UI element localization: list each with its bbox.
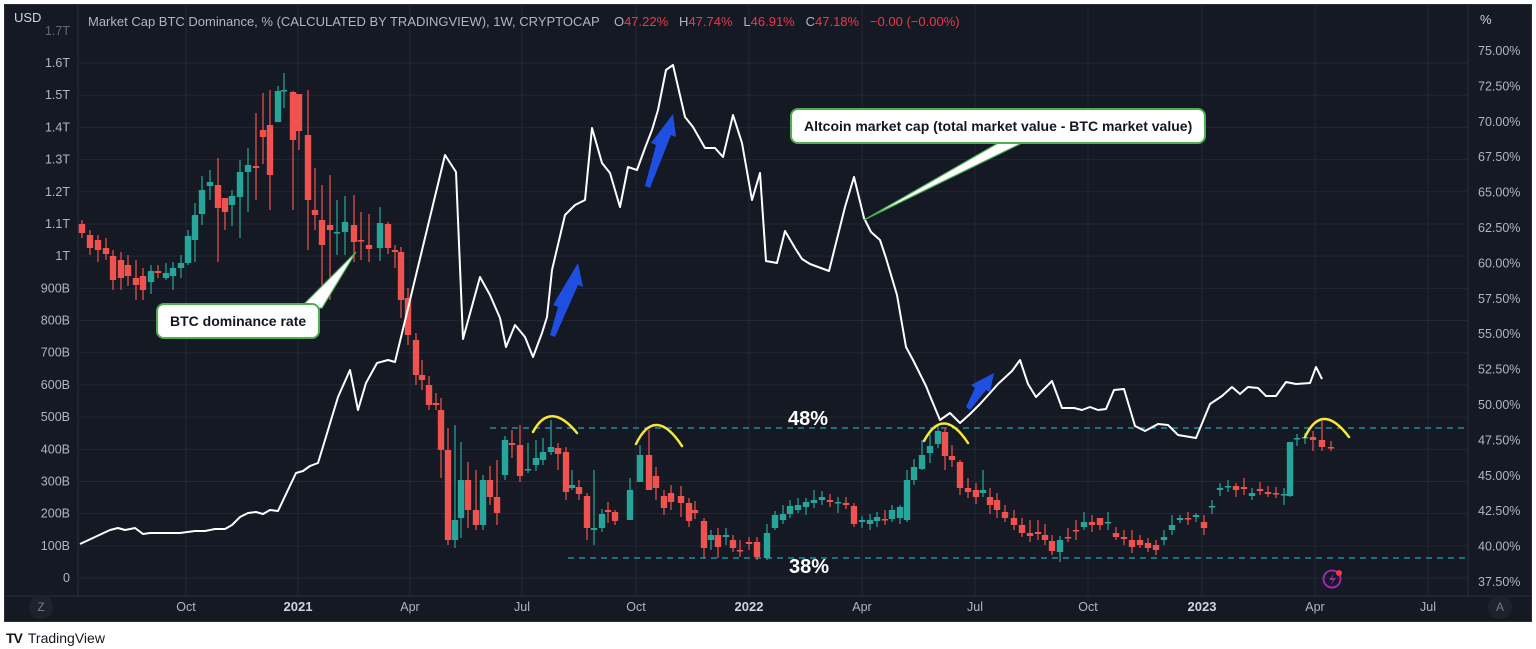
svg-text:1.7T: 1.7T [45,24,70,38]
arrow-up-icon [645,114,676,188]
btc-dominance-candles [78,73,1335,562]
top-arches [531,415,1351,448]
auto-scale-button[interactable]: A [1488,595,1512,619]
left-tick-label: 1.2T [45,185,70,199]
change-value: −0.00 (−0.00%) [869,14,960,29]
left-tick-label: 100B [41,539,70,553]
arch-3 [922,422,970,445]
time-tick-label: Jul [1420,600,1436,614]
left-tick-label: 1.6T [45,56,70,70]
time-tick-label: 2022 [735,599,764,614]
altcoin-marketcap-line [79,64,1323,545]
symbol-title: Market Cap BTC Dominance, % (CALCULATED … [88,14,600,29]
time-tick-label: Oct [1078,600,1098,614]
left-tick-label: 1.5T [45,88,70,102]
close-value: 47.18% [815,14,860,29]
right-axis-unit: % [1480,12,1492,27]
tradingview-logo-icon: TV [6,630,23,646]
symbol-legend[interactable]: Market Cap BTC Dominance, % (CALCULATED … [88,14,960,29]
right-tick-label: 37.50% [1478,575,1520,589]
lightning-icon[interactable] [1322,569,1343,589]
time-tick-label: 2023 [1188,599,1217,614]
btc-dominance-callout: BTC dominance rate [156,303,321,339]
right-price-axis[interactable]: 75.00% 72.50% 70.00% 67.50% 65.00% 62.50% 60.0… [1478,44,1520,589]
btc-callout-tail [298,251,357,309]
support-label: 38% [789,556,830,578]
high-label: H [679,14,689,29]
right-tick-label: 72.50% [1478,79,1520,93]
left-tick-label: 0 [63,571,70,585]
time-tick-label: Oct [176,600,196,614]
zoom-mode-button[interactable]: Z [29,595,53,619]
left-tick-label: 900B [41,281,70,295]
footer-brand[interactable]: TV TradingView [6,630,105,646]
arrow-up-icon [966,373,994,410]
high-value: 47.74% [688,14,733,29]
time-tick-label: Oct [626,600,646,614]
time-tick-label: Jul [967,600,983,614]
left-tick-label: 500B [41,410,70,424]
left-tick-label: 800B [41,314,70,328]
left-price-axis[interactable]: 1.6T 1.5T 1.4T 1.3T 1.2T 1.1T 1T 900B 800B 700B 60… [41,24,71,585]
time-tick-label: Apr [852,600,871,614]
low-value: 46.91% [750,14,795,29]
arrow-up-icon [550,263,583,337]
right-tick-label: 50.00% [1478,398,1520,412]
grid-lines [79,5,1467,596]
close-label: C [805,14,815,29]
time-tick-label: Jul [514,600,530,614]
right-tick-label: 47.50% [1478,433,1520,447]
left-tick-label: 300B [41,474,70,488]
time-tick-label: Apr [1305,600,1324,614]
left-tick-label: 1.4T [45,120,70,134]
left-tick-label: 1.1T [45,217,70,231]
right-tick-label: 57.50% [1478,292,1520,306]
resistance-label: 48% [788,408,829,430]
horizontal-levels [490,427,1466,559]
right-tick-label: 65.00% [1478,186,1520,200]
left-tick-label: 1T [55,249,70,263]
right-tick-label: 70.00% [1478,115,1520,129]
time-tick-label: 2021 [284,599,313,614]
arch-1 [531,415,579,435]
arch-4 [1303,417,1351,439]
left-axis-unit: USD [14,10,42,25]
right-tick-label: 60.00% [1478,256,1520,270]
left-tick-label: 200B [41,507,70,521]
right-tick-label: 52.50% [1478,363,1520,377]
open-label: O [613,14,625,29]
right-tick-label: 45.00% [1478,469,1520,483]
left-tick-label: 700B [41,346,70,360]
low-label: L [743,14,751,29]
brand-name: TradingView [27,630,105,646]
time-axis[interactable]: Oct 2021 Apr Jul Oct 2022 Apr Jul Oct 2023 Apr Jul [176,599,1436,614]
left-tick-label: 1.3T [45,153,70,167]
open-value: 47.22% [624,14,669,29]
right-tick-label: 75.00% [1478,44,1520,58]
time-tick-label: Apr [400,600,419,614]
left-tick-label: 400B [41,442,70,456]
right-tick-label: 55.00% [1478,327,1520,341]
altcoin-callout: Altcoin market cap (total market value -… [790,108,1207,144]
right-tick-label: 42.50% [1478,504,1520,518]
arch-2 [634,423,684,448]
right-tick-label: 40.00% [1478,540,1520,554]
right-tick-label: 67.50% [1478,150,1520,164]
right-tick-label: 62.50% [1478,221,1520,235]
left-tick-label: 600B [41,378,70,392]
altcoin-callout-tail [863,141,1025,221]
trend-arrows [550,114,994,410]
